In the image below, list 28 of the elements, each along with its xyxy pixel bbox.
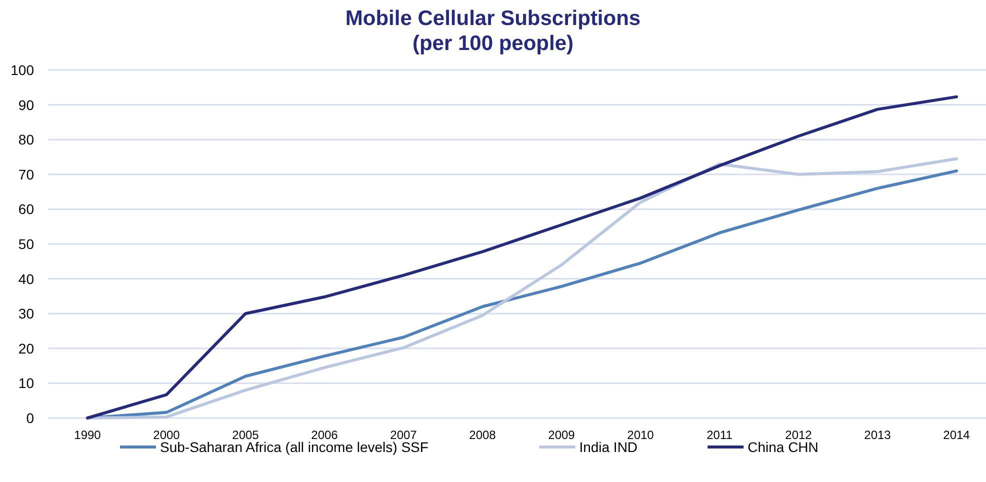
y-tick-label: 60 xyxy=(18,201,34,218)
legend-label: India IND xyxy=(579,439,638,455)
y-tick-label: 100 xyxy=(10,62,34,78)
x-tick-label: 2009 xyxy=(548,428,576,442)
x-tick-label: 2010 xyxy=(627,428,654,442)
y-tick-label: 90 xyxy=(18,96,34,113)
y-tick-label: 50 xyxy=(18,236,34,252)
x-tick-label: 2000 xyxy=(153,428,180,442)
chart-title: Mobile Cellular Subscriptions (per 100 people) xyxy=(345,7,641,55)
y-tick-label: 30 xyxy=(18,306,34,322)
x-tick-label: 2006 xyxy=(311,428,338,442)
x-tick-label: 2012 xyxy=(785,428,812,442)
y-tick-label: 10 xyxy=(18,375,34,392)
x-tick-label: 2005 xyxy=(232,428,260,442)
legend-label: China CHN xyxy=(748,439,818,455)
x-tick-label: 2007 xyxy=(390,428,418,442)
x-tick-label: 2011 xyxy=(706,428,733,442)
y-tick-label: 70 xyxy=(18,166,34,182)
x-tick-label: 1990 xyxy=(74,428,102,442)
legend-label: Sub-Saharan Africa (all income levels) SSF xyxy=(160,439,428,455)
y-tick-label: 0 xyxy=(26,410,34,426)
y-tick-label: 80 xyxy=(18,132,34,148)
y-tick-label: 20 xyxy=(18,340,34,356)
y-tick-label: 40 xyxy=(18,270,34,287)
x-tick-label: 2013 xyxy=(864,428,892,442)
line-series xyxy=(86,95,958,420)
x-tick-label: 2014 xyxy=(943,428,970,442)
x-tick-label: 2008 xyxy=(469,428,496,442)
